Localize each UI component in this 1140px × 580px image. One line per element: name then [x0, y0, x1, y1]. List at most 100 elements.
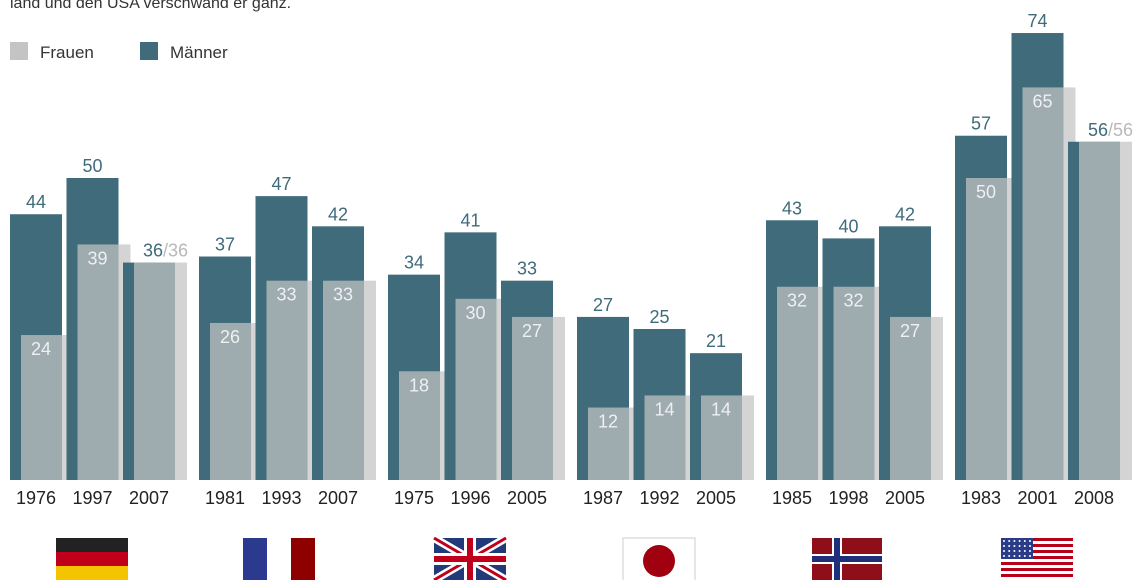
x-tick-label: 1992	[639, 488, 679, 508]
x-tick-label: 1993	[261, 488, 301, 508]
flag	[1023, 540, 1026, 542]
flag	[812, 556, 882, 562]
value-label: 14	[711, 399, 731, 419]
value-label: 33	[517, 259, 537, 279]
flag	[1018, 550, 1021, 552]
flag	[1008, 550, 1011, 552]
value-label: 18	[409, 375, 429, 395]
flag	[1003, 555, 1005, 557]
x-tick-label: 1996	[450, 488, 490, 508]
value-label: 34	[404, 253, 424, 273]
value-label: 12	[598, 412, 618, 432]
flag	[1029, 540, 1031, 542]
bar	[1022, 87, 1076, 481]
value-label: 41	[460, 210, 480, 230]
x-tick-label: 1981	[205, 488, 245, 508]
flag	[1001, 544, 1073, 547]
value-label: 27	[522, 321, 542, 341]
value-label: 50	[976, 182, 996, 202]
value-label: 21	[706, 331, 726, 351]
value-label: 42	[895, 204, 915, 224]
value-label: 39	[87, 248, 107, 268]
value-label: 32	[843, 291, 863, 311]
value-label: 74	[1027, 11, 1047, 31]
bar	[266, 280, 320, 480]
bar	[644, 395, 698, 480]
bar	[77, 244, 131, 480]
value-label: 27	[593, 295, 613, 315]
x-tick-label: 2005	[696, 488, 736, 508]
bar	[21, 335, 74, 480]
x-tick-label: 2008	[1074, 488, 1114, 508]
x-tick-label: 1983	[961, 488, 1001, 508]
value-label: 56	[1088, 120, 1108, 140]
legend-label: Männer	[170, 43, 228, 62]
value-label: 36	[143, 241, 163, 261]
bar	[1079, 141, 1132, 480]
bar	[323, 280, 376, 480]
x-tick-label: 2005	[885, 488, 925, 508]
flag	[1001, 538, 1033, 559]
flag	[1029, 555, 1031, 557]
flag	[643, 545, 675, 577]
flag	[243, 538, 267, 580]
legend-swatch	[140, 42, 158, 60]
legend-label: Frauen	[40, 43, 94, 62]
x-tick-label: 2007	[318, 488, 358, 508]
flag	[1001, 568, 1073, 571]
flag	[1013, 545, 1016, 547]
value-label: 24	[31, 339, 51, 359]
x-tick-label: 1976	[16, 488, 56, 508]
flag	[1013, 550, 1016, 552]
flag	[1003, 540, 1005, 542]
flag	[467, 538, 473, 580]
flag	[1001, 550, 1073, 553]
flag	[1003, 545, 1005, 547]
flag	[1001, 556, 1073, 559]
bar	[890, 316, 943, 480]
flag	[1001, 538, 1073, 541]
flag	[1008, 545, 1011, 547]
value-label: 57	[971, 114, 991, 134]
flag	[1023, 545, 1026, 547]
flag	[56, 552, 128, 566]
x-tick-label: 1985	[772, 488, 812, 508]
legend-swatch	[10, 42, 28, 60]
value-label: 50	[82, 156, 102, 176]
bar	[833, 286, 887, 480]
bar	[966, 178, 1019, 480]
flag	[1029, 550, 1031, 552]
flag	[1001, 574, 1073, 577]
x-tick-label: 2001	[1017, 488, 1057, 508]
value-label: 42	[328, 204, 348, 224]
x-tick-label: 1975	[394, 488, 434, 508]
flag	[1018, 540, 1021, 542]
value-label: 30	[465, 303, 485, 323]
flag	[1008, 540, 1011, 542]
bar	[210, 322, 263, 480]
flag	[56, 566, 128, 580]
subtitle: land und den USA verschwand er ganz.	[10, 0, 291, 12]
flag	[56, 538, 128, 552]
flag	[1023, 555, 1026, 557]
value-label: 44	[26, 192, 46, 212]
value-label: 32	[787, 291, 807, 311]
value-label: 40	[838, 216, 858, 236]
x-tick-label: 1997	[72, 488, 112, 508]
value-label: 14	[654, 399, 674, 419]
flag	[1013, 555, 1016, 557]
flag	[1018, 545, 1021, 547]
value-label: /36	[163, 241, 188, 261]
bar	[588, 407, 641, 480]
value-label: 26	[220, 327, 240, 347]
flag	[1013, 540, 1016, 542]
flag	[1001, 562, 1073, 565]
value-label: /56	[1108, 120, 1133, 140]
flag	[267, 538, 291, 580]
value-label: 27	[900, 321, 920, 341]
x-tick-label: 2005	[507, 488, 547, 508]
flag	[1023, 550, 1026, 552]
x-tick-label: 1987	[583, 488, 623, 508]
flag	[1008, 555, 1011, 557]
bar	[399, 371, 452, 480]
